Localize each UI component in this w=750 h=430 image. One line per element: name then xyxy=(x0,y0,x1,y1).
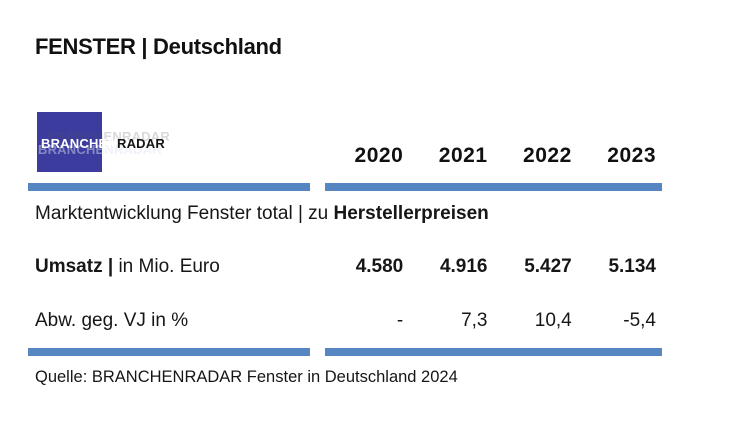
divider-bar-bottom-left xyxy=(28,348,310,356)
divider-bar-bottom-right xyxy=(325,348,662,356)
table-row-abweichung-values: - 7,3 10,4 -5,4 xyxy=(325,310,662,332)
table-row-umsatz-values: 4.580 4.916 5.427 5.134 xyxy=(325,256,662,278)
year-header-2021: 2021 xyxy=(438,144,488,167)
logo-ghost-text-lower: BRANCHENRADAR xyxy=(38,142,162,157)
branchenradar-logo: BRANCHENRADAR BRANCHENRADAR BRANCHENRADA… xyxy=(37,112,187,172)
logo-ghost-text-upper: BRANCHENRADAR xyxy=(46,129,170,144)
divider-bar-top-left xyxy=(28,183,310,191)
row-label-umsatz: Umsatz | in Mio. Euro xyxy=(35,256,220,278)
umsatz-value-2021: 4.916 xyxy=(439,256,488,277)
year-header-row: 2020 2021 2022 2023 xyxy=(325,144,662,168)
section-title: Marktentwicklung Fenster total | zu Hers… xyxy=(35,203,489,225)
row-label-umsatz-bold: Umsatz | xyxy=(35,256,119,277)
logo-wordmark-radar: RADAR xyxy=(117,136,165,151)
section-title-regular: Marktentwicklung Fenster total | zu xyxy=(35,203,334,224)
umsatz-value-2020: 4.580 xyxy=(355,256,404,277)
section-title-bold: Herstellerpreisen xyxy=(333,203,489,224)
abweichung-value-2021: 7,3 xyxy=(461,310,488,331)
source-citation: Quelle: BRANCHENRADAR Fenster in Deutsch… xyxy=(35,368,458,386)
logo-square xyxy=(37,112,102,172)
abweichung-value-2022: 10,4 xyxy=(534,310,572,331)
year-header-2020: 2020 xyxy=(354,144,404,167)
row-label-abweichung-regular: Abw. geg. VJ in % xyxy=(35,310,189,331)
row-label-umsatz-regular: in Mio. Euro xyxy=(118,256,220,277)
year-header-2023: 2023 xyxy=(607,144,656,167)
divider-bar-top-right xyxy=(325,183,662,191)
abweichung-value-2023: -5,4 xyxy=(623,310,656,331)
logo-wordmark-branchen: BRANCHEN xyxy=(41,136,117,151)
umsatz-value-2023: 5.134 xyxy=(608,256,656,277)
logo-wordmark: BRANCHENRADAR xyxy=(41,136,165,151)
year-header-2022: 2022 xyxy=(523,144,572,167)
umsatz-value-2022: 5.427 xyxy=(524,256,572,277)
abweichung-value-2020: - xyxy=(396,310,404,331)
page-title: FENSTER | Deutschland xyxy=(35,34,282,59)
row-label-abweichung: Abw. geg. VJ in % xyxy=(35,310,188,332)
